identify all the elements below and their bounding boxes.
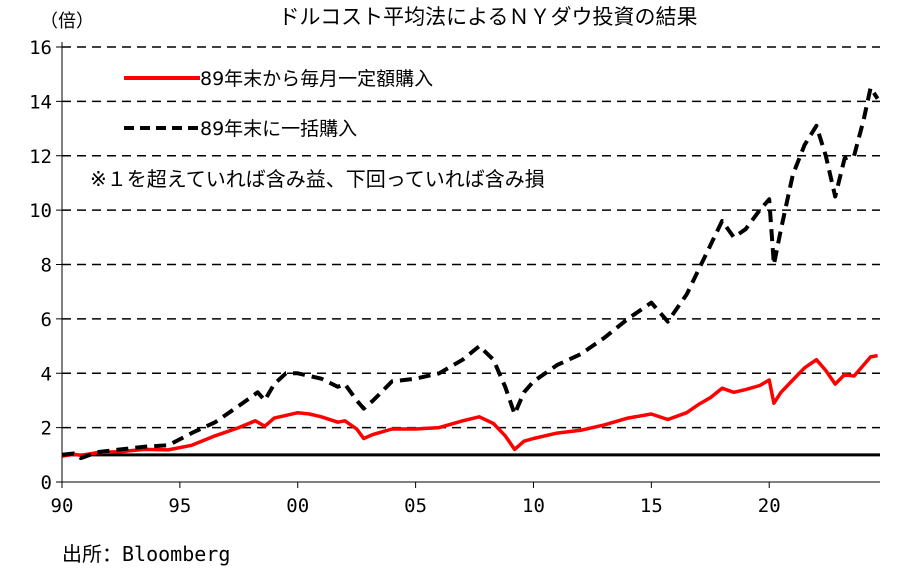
x-tick-label: 10 [522, 495, 545, 517]
x-tick-label: 20 [758, 495, 781, 517]
gridlines [62, 46, 880, 429]
chart-area: ドルコスト平均法によるＮＹダウ投資の結果 （倍） 0 2 4 6 8 10 12 14 16 9… [29, 5, 880, 517]
y-tick-label: 8 [41, 255, 52, 277]
y-tick-label: 6 [41, 309, 52, 331]
y-tick-label: 10 [29, 200, 52, 222]
legend-label-monthly: 89年末から毎月一定額購入 [200, 68, 433, 90]
x-tick-label: 95 [168, 495, 191, 517]
axes [56, 42, 880, 488]
x-tick-label: 15 [640, 495, 663, 517]
x-tick-label: 90 [51, 495, 74, 517]
x-tick-label: 00 [286, 495, 309, 517]
legend: 89年末から毎月一定額購入 89年末に一括購入 [124, 68, 433, 140]
y-tick-label: 14 [29, 91, 52, 113]
chart-title: ドルコスト平均法によるＮＹダウ投資の結果 [279, 5, 698, 29]
annotation-note: ※１を超えていれば含み益、下回っていれば含み損 [90, 167, 545, 191]
series-lines [61, 85, 880, 461]
x-tick-labels: 90 95 00 05 10 15 20 [51, 495, 781, 517]
y-tick-label: 12 [29, 146, 52, 168]
y-tick-label: 16 [29, 37, 52, 59]
source-note: 出所：Bloomberg [62, 542, 231, 566]
series-line-monthly [61, 353, 878, 458]
y-tick-label: 0 [41, 472, 52, 494]
y-tick-label: 2 [41, 418, 52, 440]
x-tick-label: 05 [404, 495, 427, 517]
y-axis-unit: （倍） [40, 11, 94, 32]
y-tick-labels: 0 2 4 6 8 10 12 14 16 [29, 37, 52, 494]
series-line-lump [61, 85, 880, 461]
legend-label-lump: 89年末に一括購入 [200, 118, 357, 140]
y-tick-label: 4 [41, 363, 52, 385]
